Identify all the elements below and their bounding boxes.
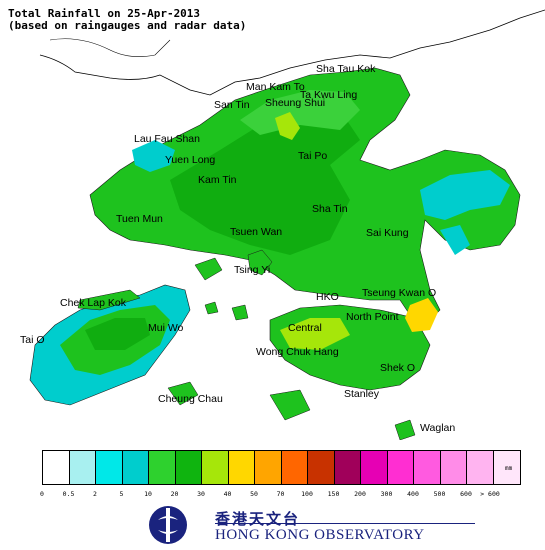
legend-swatch bbox=[228, 451, 255, 484]
legend-swatch bbox=[281, 451, 308, 484]
place-label: Sai Kung bbox=[366, 227, 409, 239]
legend-tick-label: 300 bbox=[380, 490, 393, 498]
legend-tick-label: 5 bbox=[119, 490, 124, 498]
place-label: Lau Fau Shan bbox=[134, 133, 200, 145]
legend-swatch bbox=[440, 451, 467, 484]
legend-swatch bbox=[122, 451, 149, 484]
place-label: Man Kam To bbox=[246, 81, 305, 93]
legend-swatch bbox=[202, 451, 229, 484]
rainfall-map: Sha Tau Kok Man Kam To Ta Kwu Ling San T… bbox=[20, 9, 545, 440]
legend-tick-label: 500 bbox=[433, 490, 446, 498]
place-label: Yuen Long bbox=[165, 154, 215, 166]
place-label: Cheung Chau bbox=[158, 393, 223, 405]
legend-tick-label: 0.5 bbox=[62, 490, 75, 498]
title-line2: (based on raingauges and radar data) bbox=[8, 19, 247, 32]
legend-tick-label: 100 bbox=[301, 490, 313, 498]
place-label: Chek Lap Kok bbox=[60, 297, 127, 309]
logo-english-name: HONG KONG OBSERVATORY bbox=[215, 527, 425, 543]
place-label: Tai O bbox=[20, 334, 45, 346]
legend-tick-label: 200 bbox=[354, 490, 366, 498]
place-label: Wong Chuk Hang bbox=[256, 346, 339, 358]
legend-tick-label: 50 bbox=[250, 490, 258, 498]
legend-tick-label: 400 bbox=[407, 490, 419, 498]
title-line1: Total Rainfall on 25-Apr-2013 bbox=[8, 7, 201, 20]
legend-swatch bbox=[387, 451, 414, 484]
legend-swatch bbox=[175, 451, 202, 484]
legend-unit: mm bbox=[505, 465, 513, 472]
place-label: HKO bbox=[316, 291, 339, 303]
place-label: Tai Po bbox=[298, 150, 327, 162]
legend-swatch bbox=[43, 451, 70, 484]
place-label: Sheung Shui bbox=[265, 97, 325, 109]
rainfall-legend bbox=[42, 450, 521, 485]
legend-swatch bbox=[96, 451, 123, 484]
place-label: Shek O bbox=[380, 362, 415, 374]
place-label: Ta Kwu Ling bbox=[300, 89, 357, 101]
legend-ticks: 0 0.5 2 5 10 20 30 40 50 70 100 150 200 300 400 500 600 >… bbox=[0, 490, 545, 500]
place-label: Kam Tin bbox=[198, 174, 237, 186]
place-labels: Sha Tau Kok Man Kam To Ta Kwu Ling San T… bbox=[20, 63, 455, 434]
legend-swatch bbox=[361, 451, 388, 484]
legend-swatch bbox=[467, 451, 494, 484]
place-label: Sha Tin bbox=[312, 203, 348, 215]
legend-tick-label: 2 bbox=[93, 490, 97, 498]
legend-swatch bbox=[414, 451, 441, 484]
legend-tick-label: 0 bbox=[40, 490, 44, 498]
legend-swatch bbox=[149, 451, 176, 484]
place-label: Sha Tau Kok bbox=[316, 63, 376, 75]
legend-tick-label: 30 bbox=[197, 490, 205, 498]
legend-tick-label: 10 bbox=[144, 490, 152, 498]
observatory-logo bbox=[149, 506, 475, 544]
legend-tick-label: > 600 bbox=[480, 490, 500, 498]
legend-tick-label: 40 bbox=[223, 490, 232, 498]
place-label: Stanley bbox=[344, 388, 380, 400]
legend-tick-label: 20 bbox=[170, 490, 179, 498]
place-label: Tsing Yi bbox=[234, 264, 270, 276]
legend-tick-label: 70 bbox=[276, 490, 285, 498]
legend-swatch bbox=[308, 451, 335, 484]
place-label: Tuen Mun bbox=[116, 213, 163, 225]
legend-swatch bbox=[334, 451, 361, 484]
place-label: Tsuen Wan bbox=[230, 226, 282, 238]
place-label: North Point bbox=[346, 311, 399, 323]
legend-tick-label: 150 bbox=[327, 490, 340, 498]
place-label: Waglan bbox=[420, 422, 455, 434]
legend-swatch bbox=[255, 451, 282, 484]
legend-swatch bbox=[69, 451, 96, 484]
place-label: Central bbox=[288, 322, 322, 334]
legend-tick-label: 600 bbox=[460, 490, 472, 498]
place-label: Mui Wo bbox=[148, 322, 184, 334]
place-label: Tseung Kwan O bbox=[362, 287, 436, 299]
logo-chinese-name: 香港天文台 bbox=[215, 510, 301, 528]
place-label: San Tin bbox=[214, 99, 250, 111]
legend-swatch bbox=[493, 451, 520, 484]
